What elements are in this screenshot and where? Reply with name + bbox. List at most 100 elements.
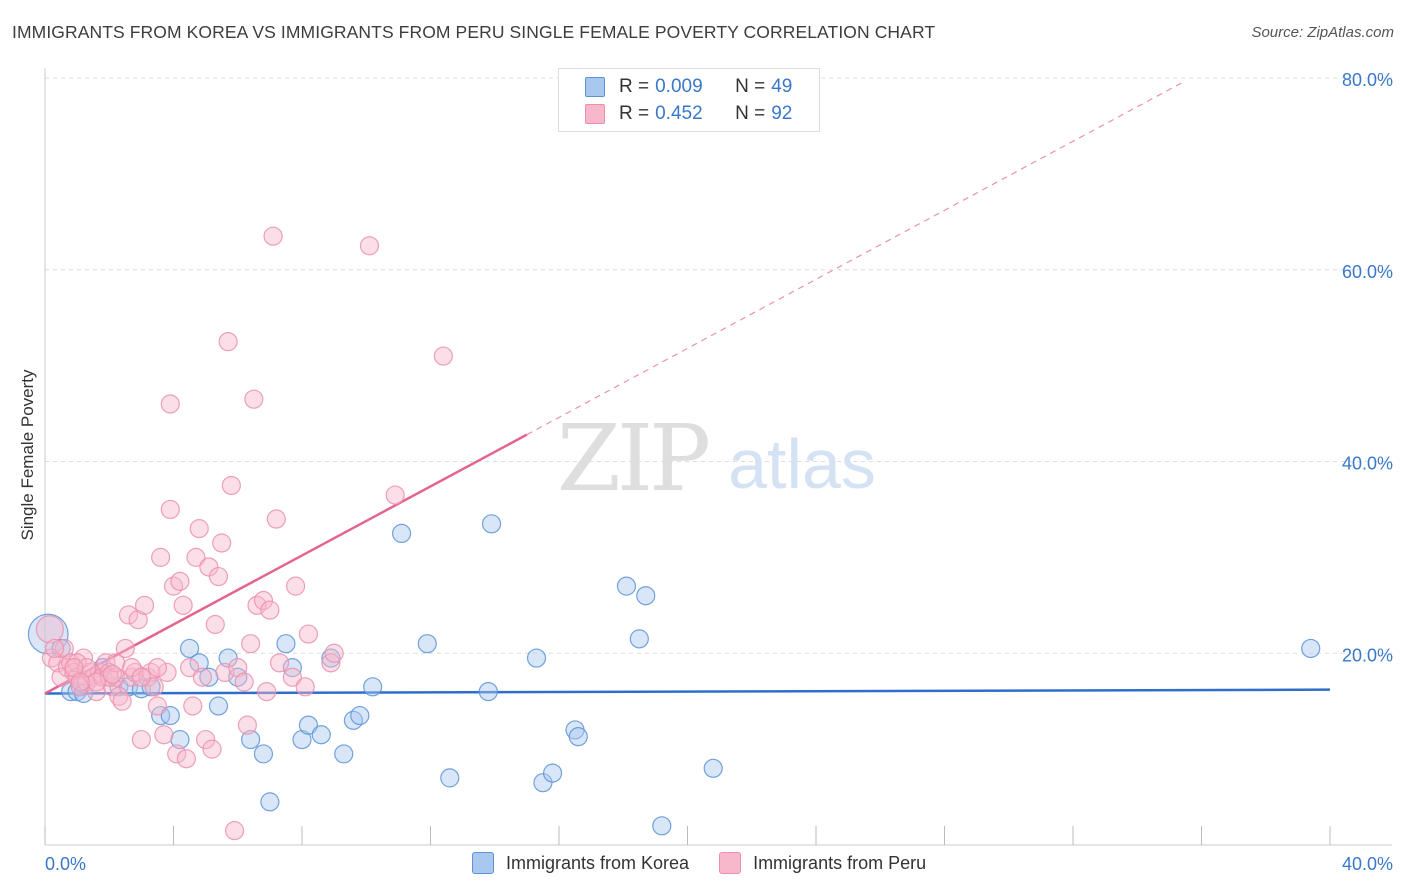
korea-point-13	[179, 638, 200, 659]
peru-point-53	[208, 566, 229, 587]
y-tick-label-20: 20.0%	[1342, 645, 1393, 665]
peru-point-40	[167, 744, 187, 764]
peru-legend-label: Immigrants from Peru	[753, 852, 927, 873]
korea-point-30	[350, 705, 370, 726]
peru-point-45	[183, 696, 203, 716]
peru-point-77	[359, 236, 380, 256]
data-points	[27, 226, 1321, 841]
axes	[44, 68, 1392, 846]
peru-point-0	[35, 615, 64, 644]
y-axis-label: Single Female Poverty	[18, 369, 37, 541]
peru-point-33	[147, 696, 168, 716]
peru-point-48	[192, 667, 213, 687]
peru-point-22	[112, 691, 132, 711]
legend-row-korea: R = 0.009 N = 49	[585, 75, 792, 99]
peru-point-58	[224, 821, 245, 841]
peru-point-37	[160, 499, 180, 520]
peru-point-61	[237, 715, 257, 735]
peru-point-70	[269, 653, 290, 673]
peru-point-56	[218, 332, 238, 352]
peru-n-label: N =	[735, 103, 766, 124]
korea-r-value: 0.009	[655, 76, 703, 97]
peru-point-91	[45, 638, 65, 659]
peru-point-85	[122, 658, 142, 678]
tick-labels: 20.0% 40.0% 60.0% 80.0% 0.0% 40.0%	[45, 70, 1393, 874]
stats-legend: R = 0.009 N = 49 R = 0.452 N = 92	[558, 68, 820, 132]
peru-point-63	[244, 389, 264, 409]
chart-title: IMMIGRANTS FROM KOREA VS IMMIGRANTS FROM…	[12, 22, 936, 42]
peru-point-20	[106, 667, 126, 687]
peru-point-87	[131, 667, 151, 687]
peru-point-66	[257, 681, 277, 702]
korea-point-44	[636, 586, 656, 606]
korea-point-32	[391, 523, 412, 544]
korea-point-31	[363, 677, 383, 697]
korea-point-34	[440, 768, 460, 788]
peru-point-4	[54, 638, 74, 659]
peru-point-44	[179, 658, 200, 678]
peru-point-47	[189, 519, 209, 539]
korea-point-17	[218, 648, 238, 668]
korea-point-16	[208, 696, 229, 716]
peru-point-55	[215, 662, 235, 683]
peru-point-50	[199, 557, 219, 577]
korea-point-24	[292, 729, 312, 750]
korea-legend-label: Immigrants from Korea	[506, 852, 690, 873]
peru-point-79	[433, 346, 453, 366]
peru-point-86	[86, 672, 107, 692]
peru-point-73	[295, 677, 315, 697]
watermark-atlas: atlas	[728, 425, 876, 503]
korea-point-19	[241, 729, 261, 750]
korea-point-11	[160, 705, 180, 726]
peru-swatch	[585, 104, 605, 124]
peru-point-84	[64, 658, 84, 678]
korea-n-value: 49	[771, 76, 793, 97]
peru-point-71	[282, 667, 302, 687]
korea-point-26	[311, 725, 331, 745]
peru-trend-line	[44, 433, 528, 695]
peru-n-value: 92	[771, 103, 793, 124]
korea-point-37	[526, 648, 547, 668]
peru-r-label: R =	[619, 103, 650, 124]
peru-point-78	[385, 485, 405, 505]
peru-point-89	[102, 664, 123, 684]
korea-r-label: R =	[619, 76, 650, 97]
peru-point-3	[51, 667, 71, 687]
korea-swatch	[585, 77, 605, 97]
korea-point-33	[417, 634, 437, 654]
peru-point-54	[212, 533, 232, 553]
korea-point-42	[616, 576, 637, 596]
y-tick-label-40: 40.0%	[1342, 454, 1393, 474]
x-tick-label-min: 0.0%	[45, 854, 86, 874]
korea-point-38	[533, 773, 553, 793]
peru-point-46	[186, 547, 206, 567]
korea-point-46	[703, 758, 723, 778]
peru-point-35	[154, 725, 174, 745]
x-tick-label-max: 40.0%	[1342, 854, 1393, 874]
peru-point-59	[228, 658, 248, 678]
peru-point-65	[253, 590, 274, 611]
korea-point-22	[276, 634, 296, 654]
peru-point-80	[99, 667, 119, 687]
korea-point-35	[478, 681, 498, 702]
peru-point-49	[196, 729, 216, 750]
korea-point-25	[298, 715, 319, 735]
korea-n-label: N =	[735, 76, 766, 97]
peru-point-88	[147, 658, 168, 678]
legend-item-peru[interactable]: Immigrants from Peru	[719, 852, 926, 874]
series-legend: Immigrants from Korea Immigrants from Pe…	[472, 852, 956, 874]
legend-item-korea[interactable]: Immigrants from Korea	[472, 852, 689, 874]
korea-point-21	[260, 792, 280, 812]
korea-point-47	[1301, 638, 1321, 659]
peru-legend-swatch	[719, 852, 742, 874]
peru-point-23	[115, 638, 135, 659]
peru-point-41	[170, 571, 190, 591]
watermark: ZIP atlas	[557, 405, 876, 512]
peru-point-27	[128, 610, 148, 630]
peru-point-51	[202, 739, 222, 759]
peru-point-72	[285, 576, 306, 596]
peru-point-52	[205, 614, 225, 635]
korea-point-28	[334, 744, 354, 764]
legend-row-peru: R = 0.452 N = 92	[585, 102, 792, 126]
peru-point-36	[157, 662, 177, 683]
